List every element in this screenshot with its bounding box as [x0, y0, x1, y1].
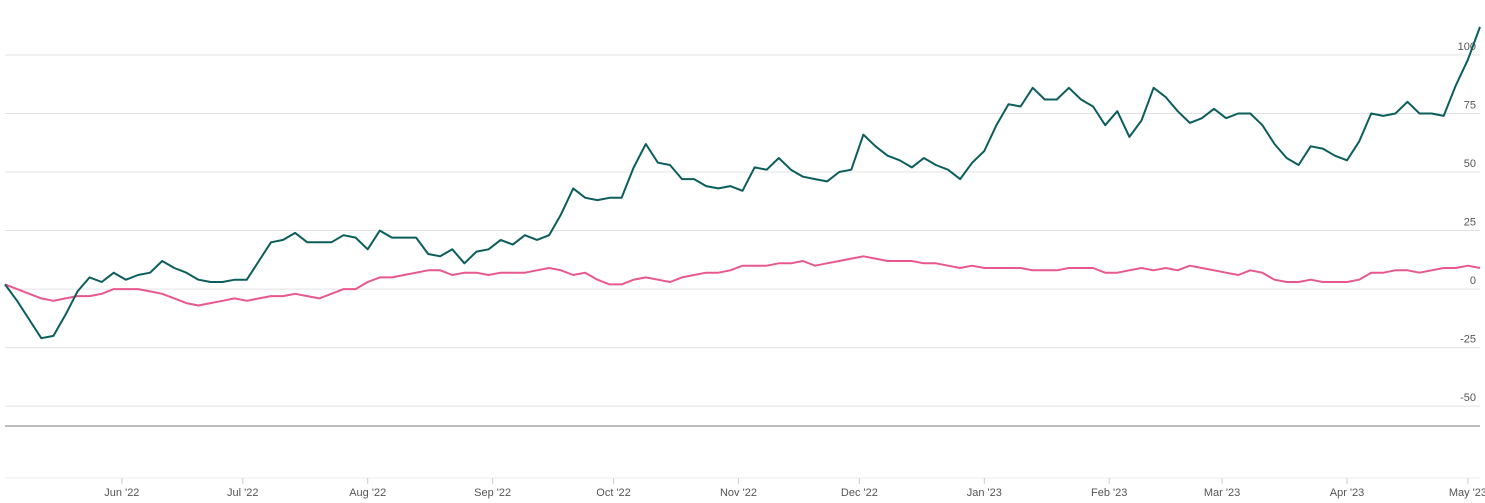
x-tick-label: Aug '22 [349, 487, 386, 499]
x-tick-label: Nov '22 [720, 487, 757, 499]
y-tick-label: 50 [1464, 158, 1476, 170]
y-tick-label: -50 [1460, 392, 1476, 404]
y-tick-label: 75 [1464, 100, 1476, 112]
data-line [4, 26, 1481, 340]
x-tick-label: Sep '22 [474, 487, 511, 499]
x-tick-label: Apr '23 [1330, 487, 1365, 499]
y-tick-label: -25 [1460, 334, 1476, 346]
y-tick-label: 0 [1470, 275, 1476, 287]
x-tick-label: Oct '22 [596, 487, 631, 499]
y-tick-label: 25 [1464, 217, 1476, 229]
x-tick-label: Feb '23 [1091, 487, 1127, 499]
x-tick-label: Jan '23 [967, 487, 1002, 499]
x-tick-label: May '23 [1449, 487, 1485, 499]
x-tick-label: Mar '23 [1204, 487, 1240, 499]
data-line [4, 255, 1481, 307]
x-tick-label: Jul '22 [227, 487, 258, 499]
x-tick-label: Jun '22 [104, 487, 139, 499]
x-tick-label: Dec '22 [841, 487, 878, 499]
